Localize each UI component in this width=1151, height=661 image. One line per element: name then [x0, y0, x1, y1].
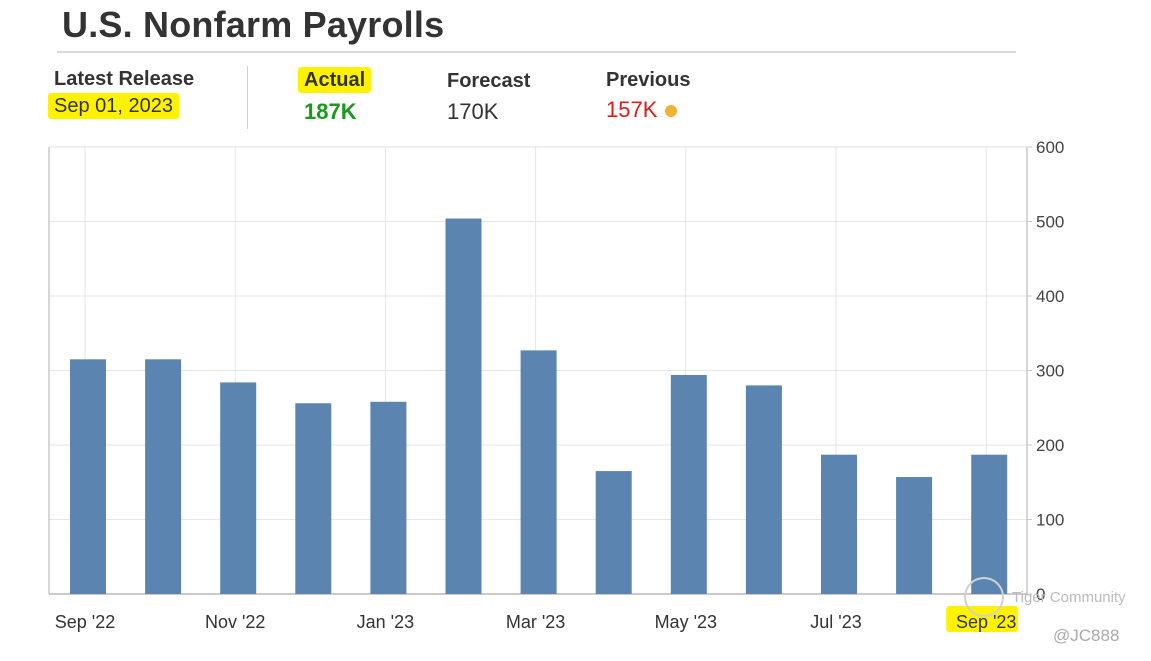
- x-tick-label: Mar '23: [506, 612, 565, 632]
- stats-divider: [247, 66, 248, 129]
- bar-sep-22: [70, 359, 106, 594]
- y-tick-label: 300: [1036, 362, 1064, 381]
- x-tick-label: Jan '23: [357, 612, 414, 632]
- actual-label: Actual: [298, 67, 372, 93]
- bar-jun-23: [745, 385, 782, 594]
- x-tick-highlight: [946, 606, 1019, 632]
- forecast-value: 170K: [447, 99, 499, 124]
- y-tick-label: 200: [1036, 436, 1064, 455]
- x-tick-label: Sep '23: [956, 612, 1017, 632]
- previous-value: 157K: [606, 97, 658, 122]
- title-divider: [57, 51, 1016, 53]
- bar-sep-23: [971, 454, 1008, 594]
- latest-release-value: Sep 01, 2023: [48, 93, 179, 119]
- watermark-community: Tiger Community: [1012, 589, 1126, 606]
- x-tick-label: Sep '22: [55, 612, 116, 632]
- bar-nov-22: [220, 382, 257, 594]
- y-tick-label: 400: [1036, 287, 1064, 306]
- bar-jan-23: [370, 401, 407, 594]
- bar-feb-23: [445, 218, 482, 594]
- actual-value: 187K: [304, 99, 357, 124]
- watermark-handle: @JC888: [1053, 626, 1120, 645]
- y-tick-label: 0: [1036, 585, 1045, 604]
- bar-mar-23: [520, 350, 557, 594]
- latest-release-label: Latest Release: [54, 68, 195, 90]
- x-tick-label: Jul '23: [810, 612, 861, 632]
- y-tick-label: 600: [1036, 138, 1064, 157]
- bar-may-23: [670, 374, 707, 594]
- x-tick-label: May '23: [655, 612, 717, 632]
- x-tick-label: Nov '22: [205, 612, 265, 632]
- y-tick-label: 500: [1036, 213, 1064, 232]
- bar-oct-22: [145, 359, 182, 594]
- bar-jul-23: [821, 454, 857, 594]
- bar-apr-23: [595, 471, 632, 594]
- bar-dec-22: [295, 403, 332, 594]
- bar-aug-23: [896, 477, 933, 594]
- previous-label: Previous: [606, 69, 691, 91]
- page-title: U.S. Nonfarm Payrolls: [62, 4, 445, 45]
- forecast-label: Forecast: [447, 70, 531, 92]
- y-tick-label: 100: [1036, 511, 1064, 530]
- tiger-community-logo-icon: [964, 577, 1004, 617]
- revision-dot-icon: [665, 105, 678, 118]
